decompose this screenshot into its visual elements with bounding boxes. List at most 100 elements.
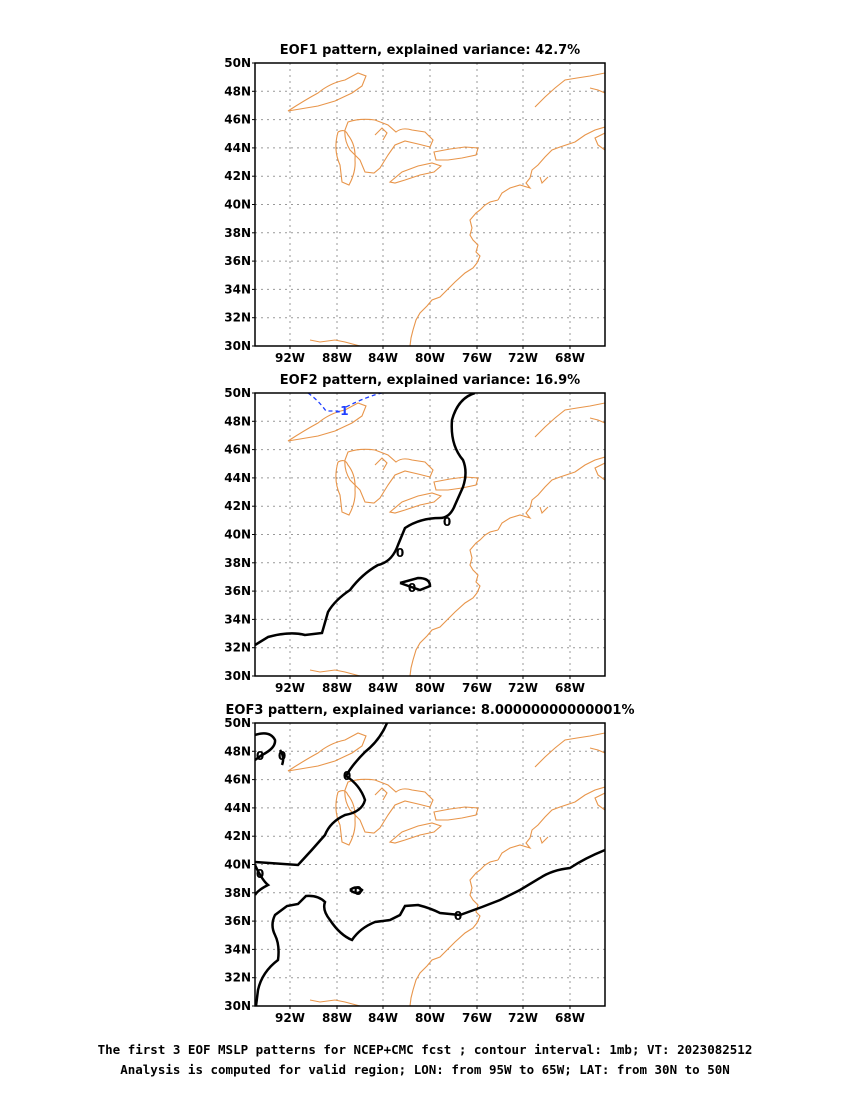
eof3-contour-label: 0: [256, 867, 264, 881]
caption-line-1: The first 3 EOF MSLP patterns for NCEP+C…: [97, 1042, 753, 1057]
lat-tick-label: 50N: [224, 386, 251, 400]
coastline-path: [539, 506, 549, 515]
eof3-contour-label: 0: [354, 884, 362, 898]
lat-tick-label: 30N: [224, 999, 251, 1013]
lon-tick-label: 72W: [508, 1011, 538, 1025]
lat-tick-label: 38N: [224, 556, 251, 570]
lat-tick-label: 42N: [224, 829, 251, 843]
lat-tick-label: 38N: [224, 886, 251, 900]
lon-tick-label: 68W: [555, 351, 585, 365]
lat-tick-label: 40N: [224, 858, 251, 872]
coastline-path: [497, 456, 605, 531]
coastline-path: [409, 199, 499, 346]
lat-tick-label: 38N: [224, 226, 251, 240]
lat-tick-label: 46N: [224, 443, 251, 457]
coastline-path: [433, 806, 479, 821]
coastline-path: [388, 162, 443, 184]
coastline-path: [594, 132, 605, 151]
lon-tick-label: 88W: [322, 351, 352, 365]
coastline-path: [594, 792, 605, 811]
eof2-zero-contour-main: [255, 393, 476, 647]
lat-tick-label: 48N: [224, 84, 251, 98]
lat-tick-label: 34N: [224, 612, 251, 626]
lon-tick-label: 84W: [368, 681, 398, 695]
eof1-frame: [254, 62, 606, 347]
eof3-axis-ticks: 50N 48N 46N 44N 42N 40N 38N 36N 34N 32N 30N 92W 88W 8…: [224, 716, 585, 1025]
lat-tick-label: 44N: [224, 471, 251, 485]
lat-tick-label: 32N: [224, 971, 251, 985]
coastline-path: [344, 778, 434, 834]
eof-map-panels: EOF1 pattern, explained variance: 42.7% …: [224, 43, 634, 1025]
lon-tick-label: 68W: [555, 1011, 585, 1025]
lat-tick-label: 48N: [224, 744, 251, 758]
lon-tick-label: 84W: [368, 1011, 398, 1025]
coastline-path: [589, 747, 605, 754]
lat-tick-label: 50N: [224, 56, 251, 70]
eof3-zero-contour-1: [255, 732, 277, 762]
eof3-contour-label: 0: [256, 749, 264, 763]
coastline-path: [589, 87, 605, 94]
eof3-zero-contour-6: [349, 886, 364, 895]
eof3-coastline: [287, 732, 605, 1006]
eof3-title: EOF3 pattern, explained variance: 8.0000…: [226, 703, 635, 718]
lat-tick-label: 36N: [224, 254, 251, 268]
lat-tick-label: 36N: [224, 914, 251, 928]
coastline-path: [287, 72, 367, 112]
lon-tick-label: 92W: [275, 351, 305, 365]
eof1-grid: [255, 63, 605, 346]
eof3-contour-label: 0: [343, 769, 351, 783]
coastline-path: [388, 492, 443, 514]
coastline-path: [497, 786, 605, 861]
lon-tick-label: 88W: [322, 681, 352, 695]
eof2-contour-label: 0: [408, 581, 416, 595]
eof3-zero-contour-4: [255, 848, 605, 1006]
lat-tick-label: 42N: [224, 169, 251, 183]
lon-tick-label: 72W: [508, 681, 538, 695]
coastline-path: [497, 126, 605, 201]
eof2-frame: [254, 392, 606, 677]
eof3-zero-contour-5: [278, 749, 285, 766]
eof3-grid: [255, 723, 605, 1006]
eof3-contour-label: 0: [454, 909, 462, 923]
coastline-path: [534, 732, 605, 768]
lon-tick-label: 68W: [555, 681, 585, 695]
lat-tick-label: 46N: [224, 113, 251, 127]
coastline-path: [374, 127, 388, 141]
lon-tick-label: 80W: [415, 1011, 445, 1025]
coastline-path: [344, 118, 434, 174]
coastline-path: [309, 999, 361, 1006]
lat-tick-label: 42N: [224, 499, 251, 513]
coastline-path: [309, 339, 361, 346]
lon-tick-label: 76W: [462, 351, 492, 365]
coastline-path: [433, 146, 479, 161]
coastline-path: [594, 462, 605, 481]
coastline-path: [539, 176, 549, 185]
coastline-path: [534, 72, 605, 108]
lon-tick-label: 92W: [275, 1011, 305, 1025]
eof3-panel: EOF3 pattern, explained variance: 8.0000…: [224, 703, 634, 1025]
eof3-zero-contour-2: [255, 723, 389, 867]
lat-tick-label: 34N: [224, 282, 251, 296]
coastline-path: [309, 669, 361, 676]
eof2-contour-label: 0: [443, 515, 451, 529]
eof2-axis-ticks: 50N 48N 46N 44N 42N 40N 38N 36N 34N 32N 30N 92W 88W 8…: [224, 386, 585, 695]
lon-tick-label: 76W: [462, 681, 492, 695]
lon-tick-label: 80W: [415, 351, 445, 365]
lat-tick-label: 36N: [224, 584, 251, 598]
coastline-path: [287, 732, 367, 772]
eof2-panel: EOF2 pattern, explained variance: 16.9% …: [224, 373, 606, 695]
eof2-negative-contour: [307, 393, 338, 412]
lat-tick-label: 48N: [224, 414, 251, 428]
lat-tick-label: 50N: [224, 716, 251, 730]
eof2-title: EOF2 pattern, explained variance: 16.9%: [280, 373, 580, 388]
eof3-frame: [254, 722, 606, 1007]
coastline-path: [335, 459, 356, 516]
lon-tick-label: 92W: [275, 681, 305, 695]
caption-line-2: Analysis is computed for valid region; L…: [120, 1062, 730, 1077]
coastline-path: [335, 129, 356, 186]
coastline-path: [388, 822, 443, 844]
coastline-path: [534, 402, 605, 438]
eof2-grid: [255, 393, 605, 676]
eof2-coastline: [287, 402, 605, 676]
eof2-zero-contour-closed: [399, 576, 432, 592]
